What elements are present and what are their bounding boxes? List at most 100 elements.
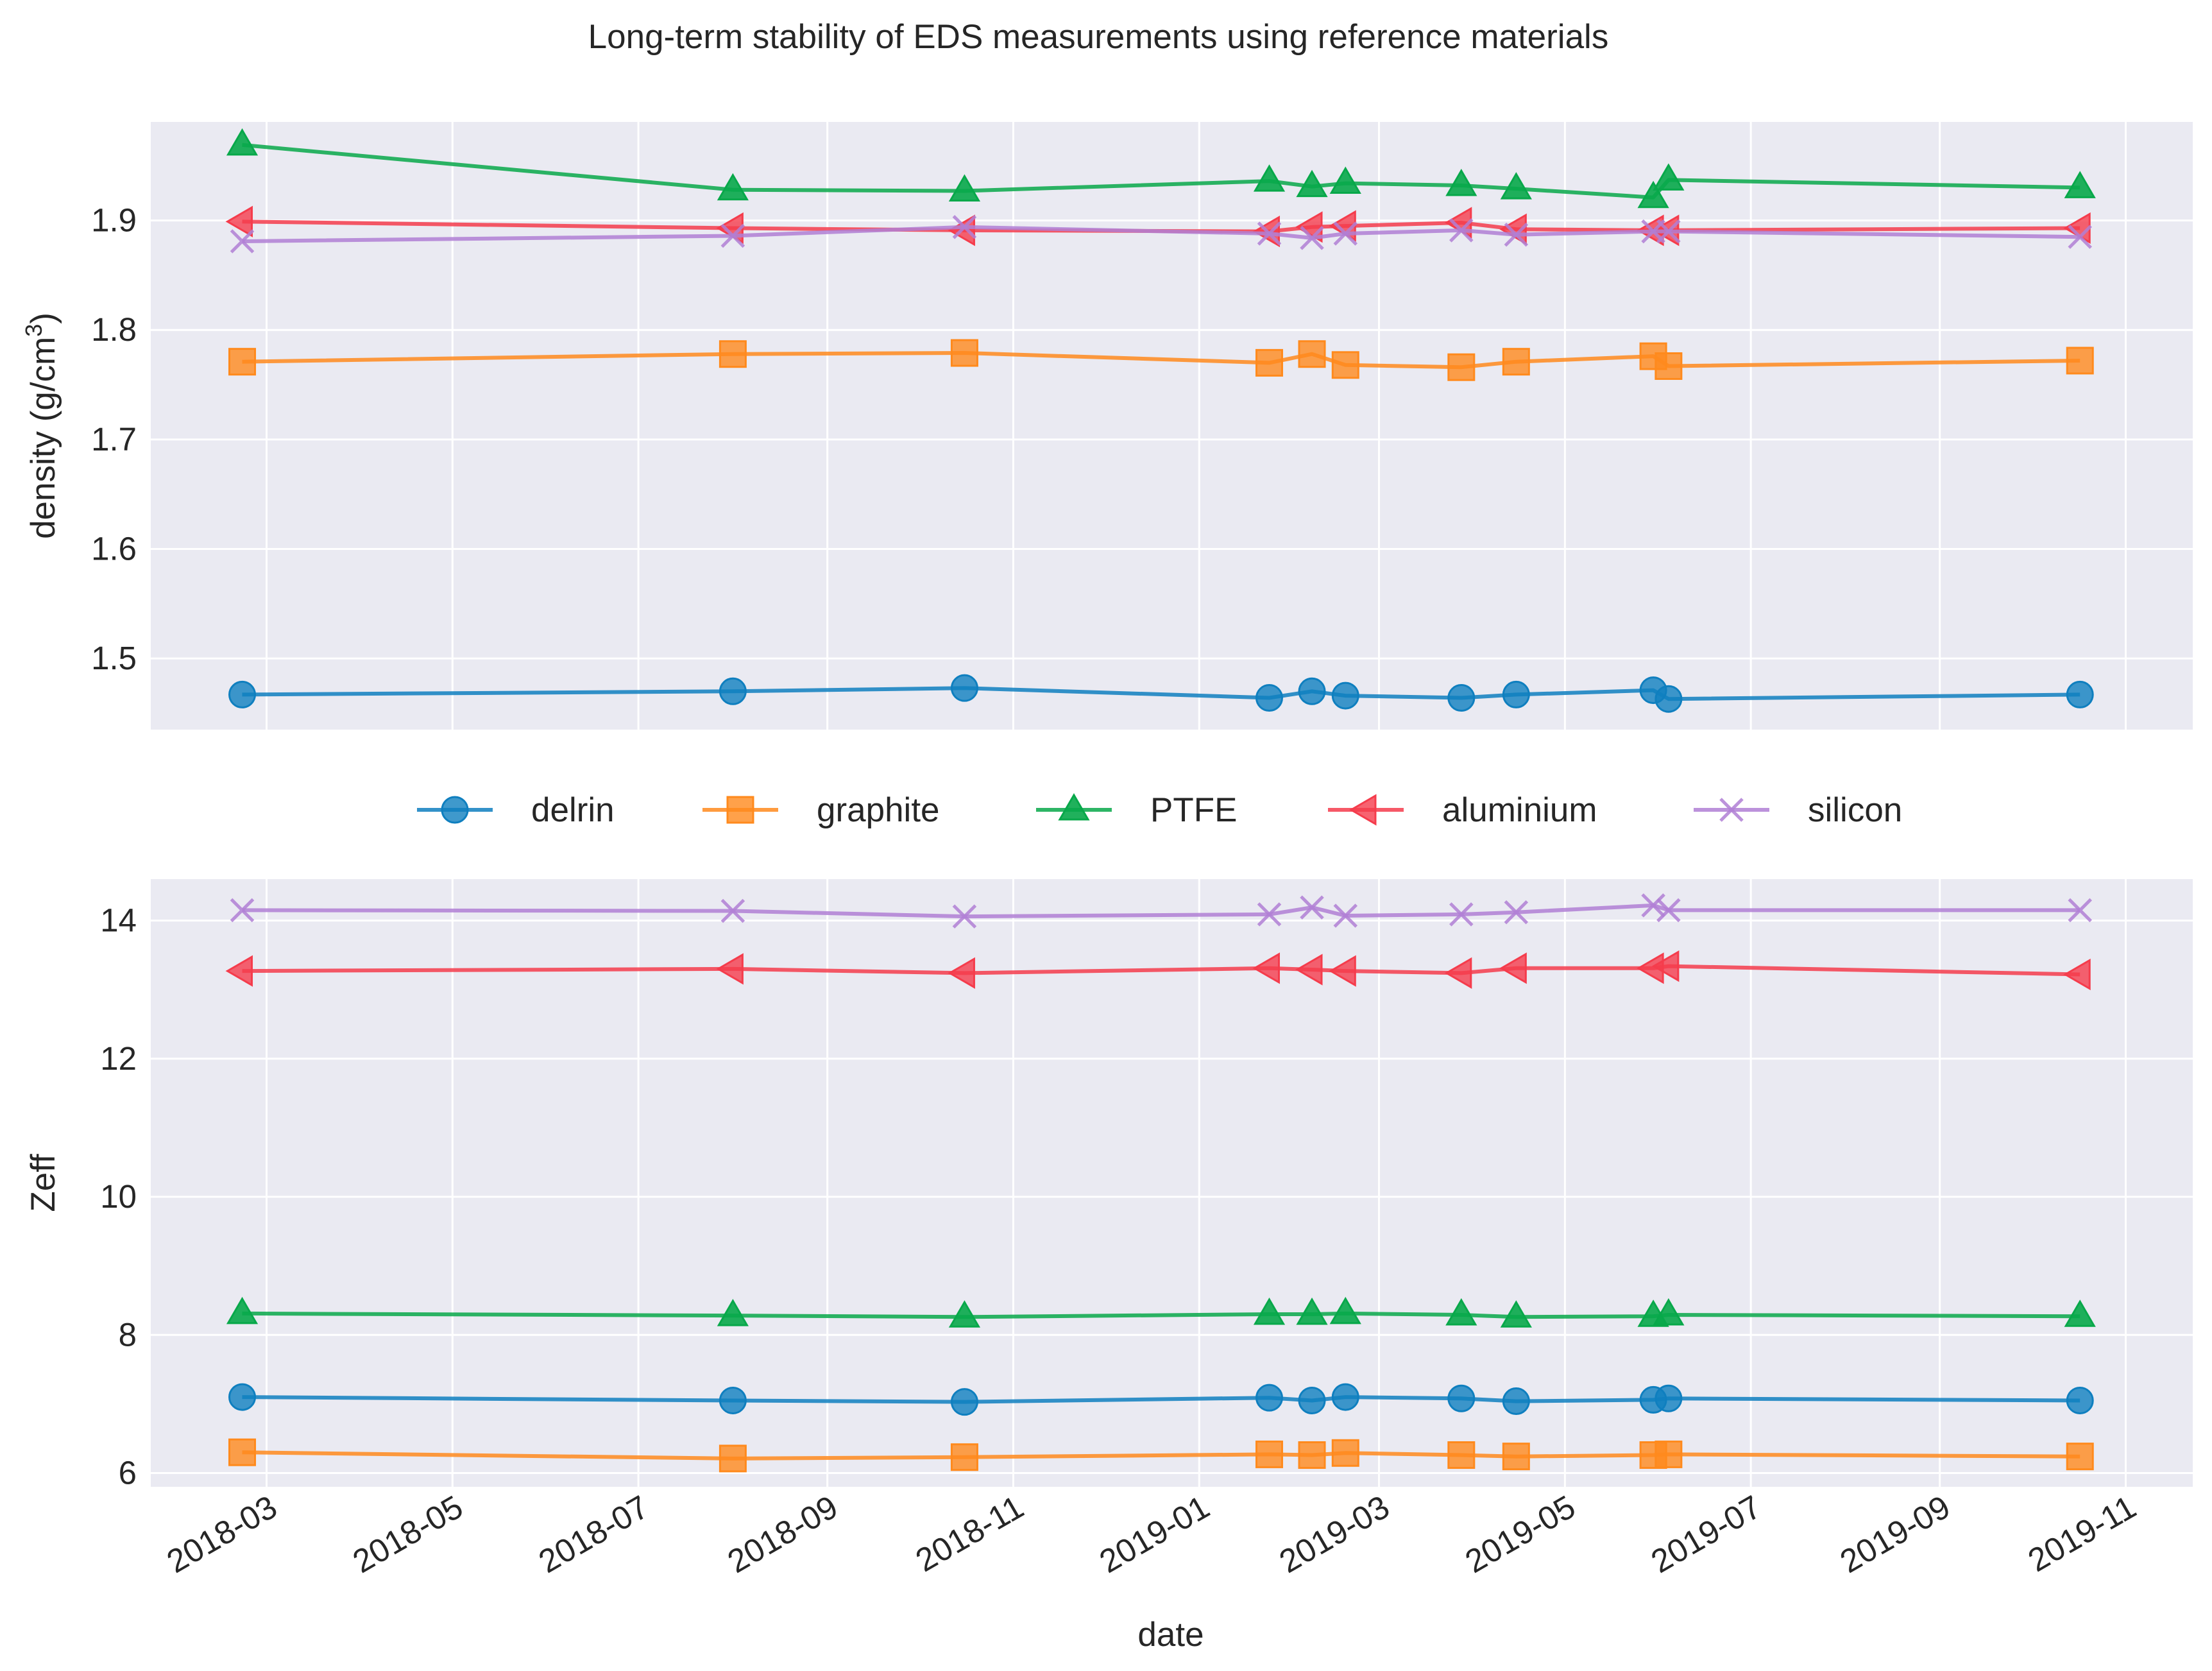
silicon-point bbox=[1449, 902, 1474, 927]
legend-item-silicon: silicon bbox=[1694, 791, 1902, 829]
x-tick-label: 2018-03 bbox=[160, 1488, 283, 1580]
legend: delrin graphite PTFE aluminium silicon bbox=[417, 791, 1902, 829]
ptfe-point bbox=[1653, 1298, 1685, 1326]
delrin-point bbox=[1298, 677, 1326, 705]
delrin-point bbox=[228, 680, 257, 708]
zeff-y-axis-label: Zeff bbox=[24, 1154, 62, 1212]
legend-marker bbox=[441, 796, 469, 824]
legend-label: graphite bbox=[817, 791, 940, 829]
graphite-point bbox=[2066, 347, 2094, 375]
legend-marker bbox=[1058, 793, 1090, 821]
y-tick-label: 1.7 bbox=[91, 421, 137, 458]
aluminium-point bbox=[1252, 952, 1280, 984]
x-tick-label: 2019-03 bbox=[1273, 1488, 1395, 1580]
legend-marker bbox=[726, 796, 754, 824]
y-tick-label: 6 bbox=[119, 1454, 137, 1491]
density-y-ticks: 1.5 1.6 1.7 1.8 1.9 bbox=[91, 202, 137, 677]
graphite-point bbox=[1331, 1439, 1359, 1467]
silicon-point bbox=[1504, 900, 1529, 925]
legend-item-ptfe: PTFE bbox=[1036, 791, 1237, 829]
graphite-point bbox=[1502, 1443, 1530, 1471]
x-tick-label: 2019-05 bbox=[1459, 1488, 1581, 1580]
ptfe-point bbox=[1445, 1298, 1477, 1326]
silicon-point bbox=[1504, 222, 1529, 247]
delrin-point bbox=[719, 677, 747, 705]
ptfe-point bbox=[1329, 1296, 1361, 1324]
series-ptfe bbox=[226, 128, 2096, 209]
delrin-point bbox=[950, 674, 978, 702]
graphite-point bbox=[1655, 1440, 1683, 1468]
silicon-point bbox=[1257, 902, 1282, 927]
graphite-point bbox=[228, 348, 257, 376]
aluminium-point bbox=[716, 953, 744, 985]
density-series bbox=[225, 128, 2096, 713]
aluminium-point bbox=[948, 957, 975, 989]
silicon-point bbox=[720, 898, 745, 923]
ptfe-point bbox=[948, 1300, 981, 1328]
silicon-point bbox=[1656, 898, 1681, 923]
silicon-point bbox=[1300, 226, 1324, 250]
ptfe-point bbox=[1445, 168, 1477, 196]
silicon-point bbox=[2068, 225, 2092, 249]
delrin-point bbox=[1331, 681, 1359, 710]
ptfe-point bbox=[1296, 1297, 1328, 1325]
graphite-point bbox=[1331, 351, 1359, 379]
silicon-point bbox=[1333, 221, 1358, 246]
y-tick-label: 8 bbox=[119, 1316, 137, 1353]
ptfe-point bbox=[948, 174, 981, 201]
series-delrin bbox=[228, 1383, 2094, 1416]
x-tick-label: 2018-05 bbox=[346, 1488, 469, 1580]
graphite-point bbox=[719, 340, 747, 368]
graphite-point bbox=[719, 1444, 747, 1473]
zeff-series bbox=[225, 893, 2096, 1473]
series-silicon bbox=[230, 893, 2092, 929]
x-tick-label: 2018-07 bbox=[532, 1488, 655, 1580]
ptfe-point bbox=[2064, 171, 2096, 198]
y-tick-label: 10 bbox=[100, 1178, 137, 1215]
x-axis-label: date bbox=[1137, 1616, 1204, 1654]
density-y-axis-label: density (g/cm3) bbox=[21, 313, 62, 539]
graphite-point bbox=[1255, 348, 1284, 377]
delrin-point bbox=[1255, 684, 1284, 712]
x-tick-label: 2019-01 bbox=[1093, 1488, 1216, 1580]
silicon-point bbox=[230, 229, 255, 253]
series-delrin bbox=[228, 674, 2094, 713]
ptfe-point bbox=[1253, 1297, 1286, 1325]
aluminium-point bbox=[225, 955, 253, 987]
density-grid bbox=[151, 122, 2193, 730]
graphite-point bbox=[950, 339, 978, 367]
silicon-point bbox=[1257, 221, 1282, 246]
delrin-point bbox=[1447, 684, 1476, 712]
graphite-point bbox=[2066, 1443, 2094, 1471]
density-panel: 1.5 1.6 1.7 1.8 1.9 density (g/cm3) bbox=[21, 122, 2193, 730]
x-tick-label: 2018-09 bbox=[722, 1488, 844, 1580]
graphite-point bbox=[950, 1443, 978, 1471]
delrin-point bbox=[950, 1388, 978, 1416]
x-tick-label: 2019-09 bbox=[1834, 1488, 1957, 1580]
series-graphite bbox=[228, 339, 2094, 381]
x-tick-label: 2019-07 bbox=[1645, 1488, 1767, 1580]
aluminium-point bbox=[2063, 958, 2091, 991]
ptfe-point bbox=[1500, 1300, 1532, 1328]
y-tick-label: 1.5 bbox=[91, 640, 137, 676]
delrin-point bbox=[1298, 1386, 1326, 1414]
delrin-point bbox=[1331, 1383, 1359, 1411]
x-tick-label: 2019-11 bbox=[2022, 1488, 2142, 1579]
graphite-point bbox=[1298, 1441, 1326, 1469]
silicon-point bbox=[720, 223, 745, 248]
ptfe-point bbox=[1653, 163, 1685, 191]
delrin-point bbox=[228, 1383, 257, 1411]
ptfe-point bbox=[2064, 1299, 2096, 1327]
chart-title: Long-term stability of EDS measurements … bbox=[588, 18, 1609, 56]
aluminium-point bbox=[1329, 955, 1356, 987]
aluminium-point bbox=[1295, 954, 1323, 986]
graphite-point bbox=[1502, 348, 1530, 376]
delrin-point bbox=[1255, 1384, 1284, 1412]
delrin-point bbox=[2066, 1386, 2094, 1414]
legend-label: PTFE bbox=[1150, 791, 1237, 829]
series-ptfe bbox=[226, 1296, 2096, 1328]
ptfe-point bbox=[717, 1299, 749, 1326]
aluminium-point bbox=[225, 205, 253, 237]
graphite-point bbox=[228, 1438, 257, 1466]
